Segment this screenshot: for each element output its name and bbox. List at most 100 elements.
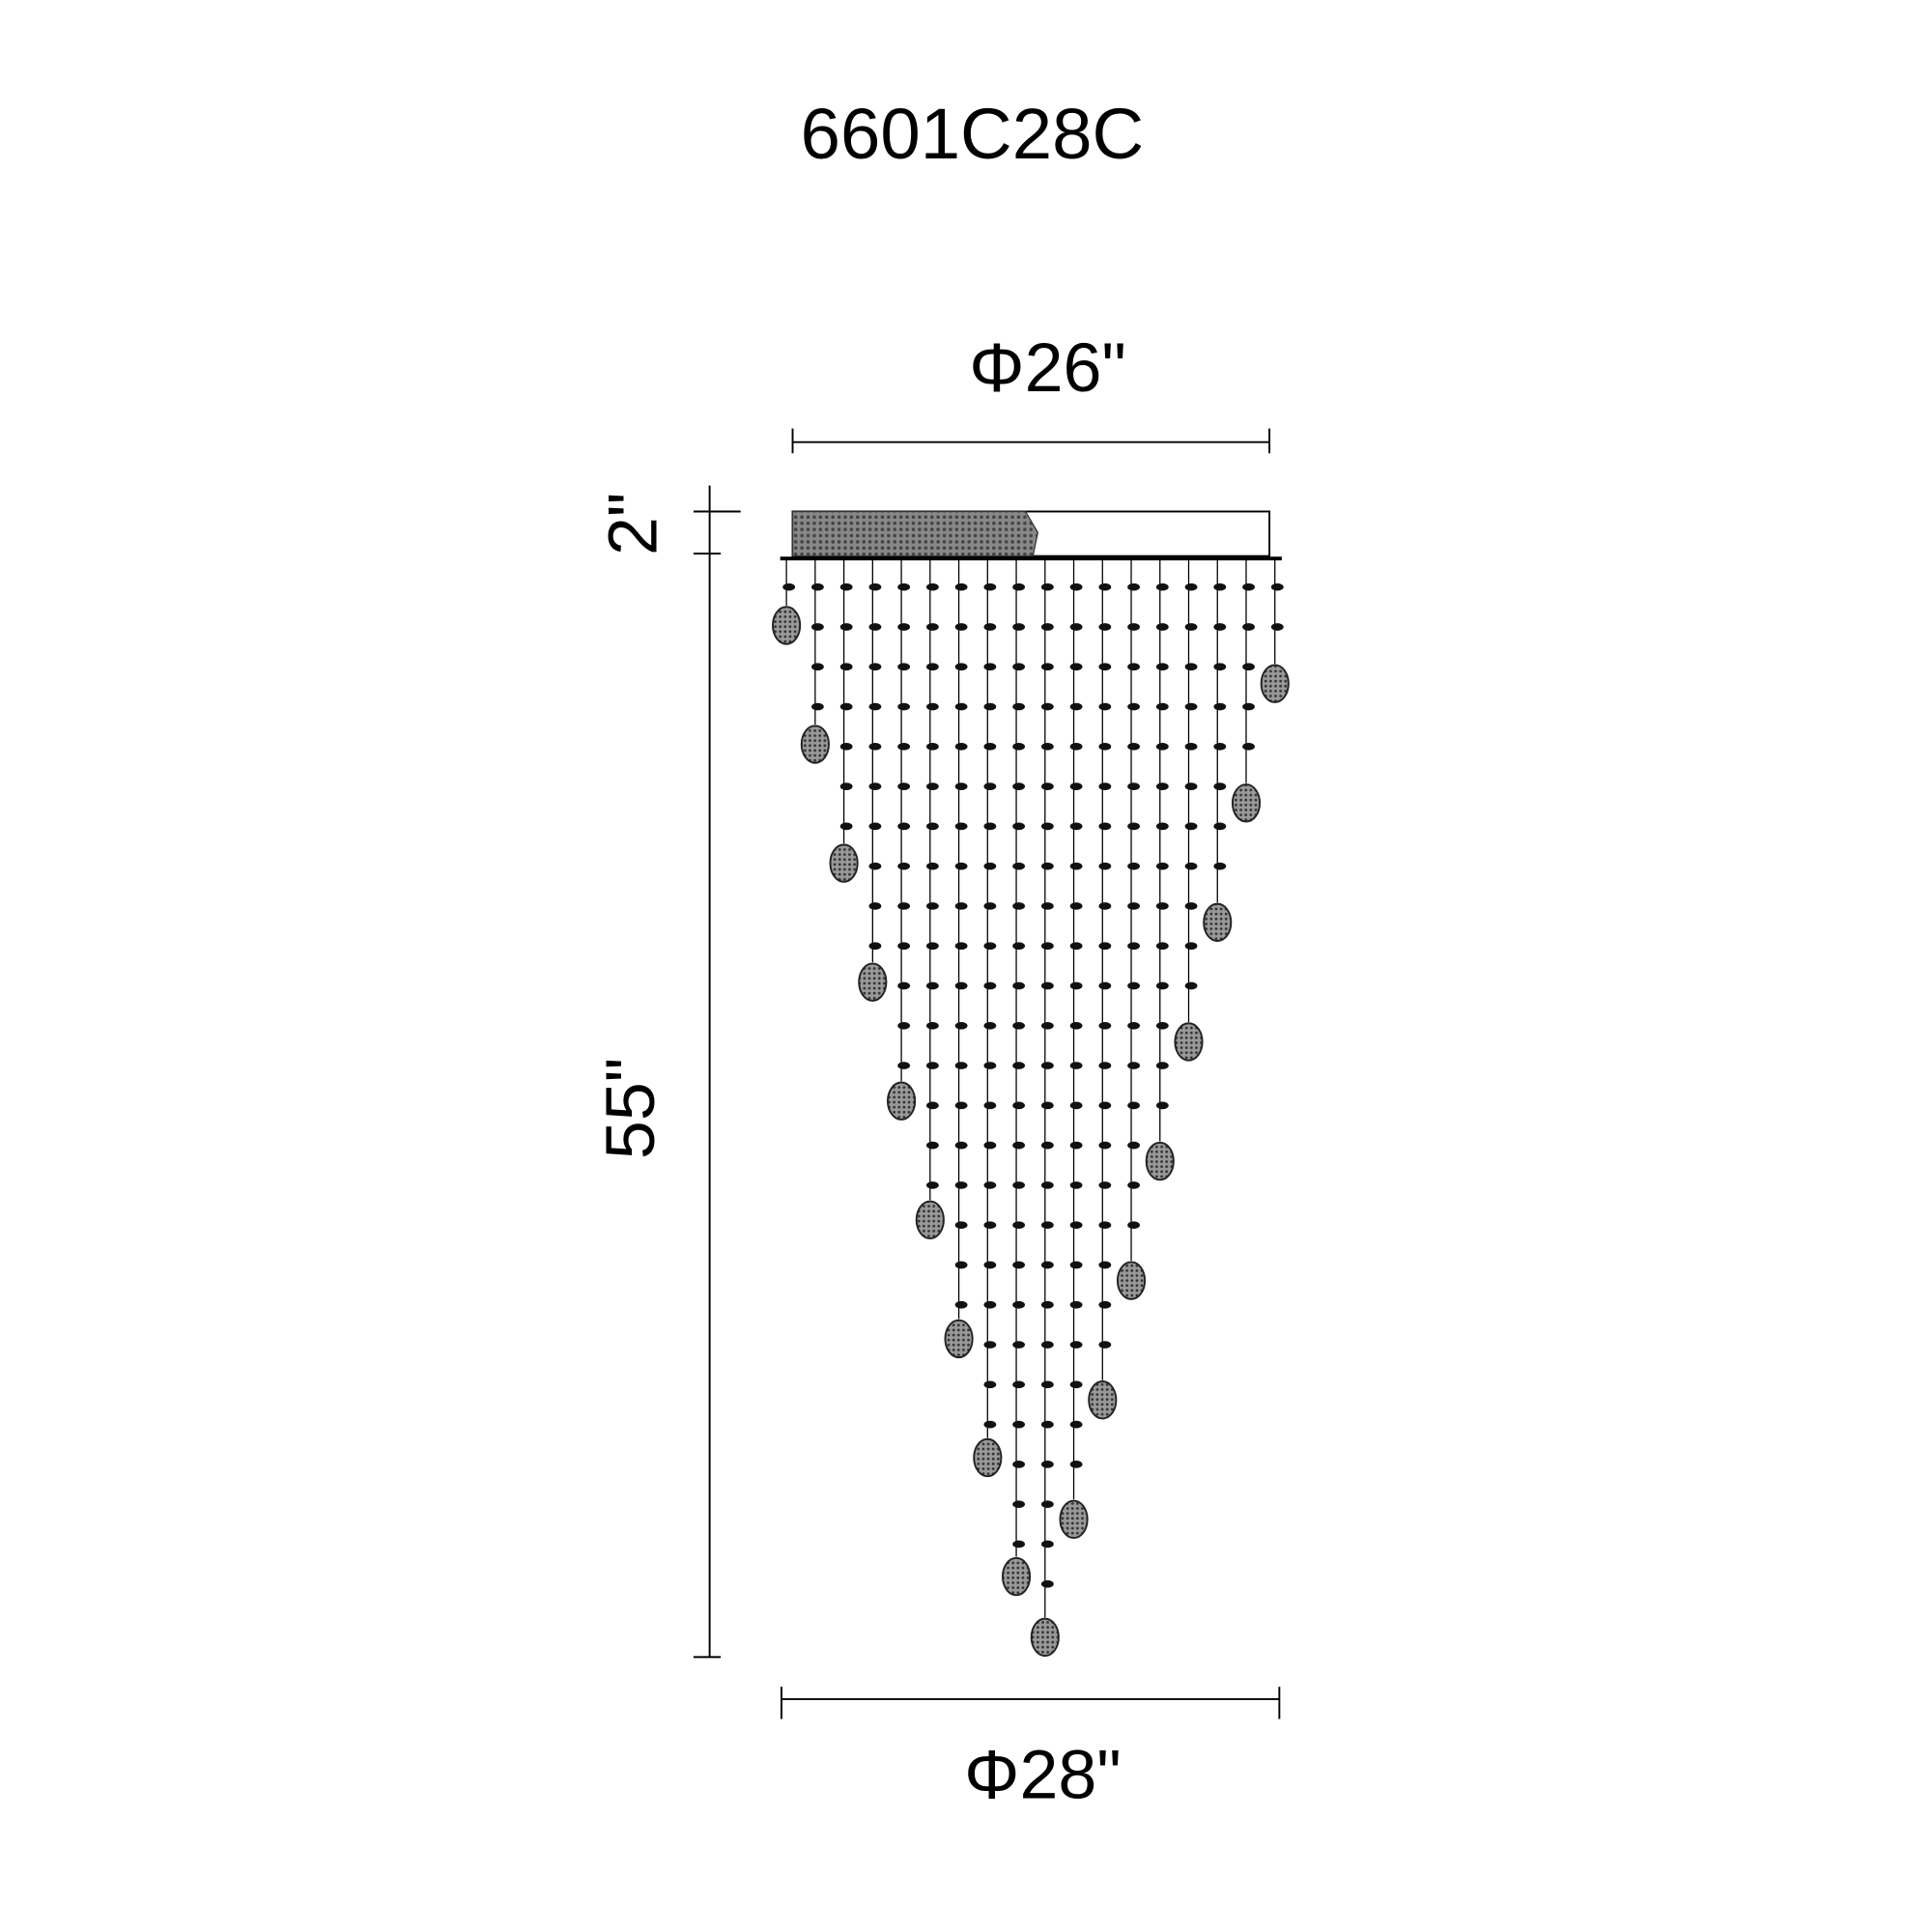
crystal-bead bbox=[1012, 1540, 1026, 1548]
crystal-bead bbox=[1069, 1101, 1083, 1110]
crystal-bead bbox=[1127, 1062, 1140, 1069]
crystal-bead bbox=[1069, 1062, 1083, 1069]
crystal-bead bbox=[1040, 1221, 1054, 1230]
crystal-bead bbox=[1012, 1380, 1026, 1389]
crystal-bead bbox=[1040, 1181, 1054, 1189]
crystal-bead bbox=[1069, 942, 1083, 951]
crystal-bead bbox=[1012, 663, 1026, 671]
crystal-bead bbox=[954, 1021, 968, 1030]
crystal-bead bbox=[1270, 582, 1284, 591]
crystal-bead bbox=[1040, 1300, 1054, 1309]
crystal-bead bbox=[1155, 1062, 1169, 1069]
crystal-pendant bbox=[1145, 1141, 1175, 1181]
crystal-bead bbox=[839, 663, 853, 671]
crystal-pendant bbox=[973, 1437, 1003, 1478]
crystal-bead bbox=[1155, 822, 1169, 831]
crystal-bead bbox=[983, 1101, 997, 1110]
crystal-bead bbox=[1213, 702, 1227, 711]
crystal-bead bbox=[1012, 1300, 1026, 1309]
crystal-bead bbox=[954, 582, 968, 591]
crystal-bead bbox=[983, 702, 997, 711]
top-dimension-line bbox=[791, 428, 1271, 454]
crystal-bead bbox=[1098, 702, 1112, 711]
crystal-bead bbox=[839, 822, 853, 831]
crystal-bead bbox=[1155, 742, 1169, 751]
crystal-bead bbox=[1040, 1261, 1054, 1269]
crystal-bead bbox=[1127, 981, 1140, 990]
crystal-bead bbox=[1184, 822, 1198, 831]
crystal-bead bbox=[811, 623, 824, 631]
crystal-bead bbox=[1069, 663, 1083, 671]
crystal-bead bbox=[1040, 782, 1054, 790]
crystal-bead bbox=[1155, 663, 1169, 671]
crystal-bead bbox=[925, 1021, 939, 1030]
crystal-bead bbox=[1069, 702, 1083, 711]
crystal-bead bbox=[1040, 1141, 1054, 1150]
crystal-pendant bbox=[1088, 1380, 1118, 1420]
crystal-bead bbox=[925, 663, 939, 671]
crystal-bead bbox=[1242, 663, 1255, 671]
crystal-bead bbox=[1012, 1420, 1026, 1429]
crystal-bead bbox=[1184, 702, 1198, 711]
crystal-bead bbox=[1155, 1101, 1169, 1110]
crystal-bead bbox=[954, 1181, 968, 1189]
crystal-bead bbox=[1213, 742, 1227, 751]
crystal-bead bbox=[1127, 623, 1140, 631]
crystal-bead bbox=[839, 742, 853, 751]
crystal-bead bbox=[1069, 1261, 1083, 1269]
crystal-bead bbox=[1184, 663, 1198, 671]
crystal-bead bbox=[1040, 1380, 1054, 1389]
crystal-bead bbox=[1127, 663, 1140, 671]
crystal-bead bbox=[925, 981, 939, 990]
crystal-bead bbox=[1213, 663, 1227, 671]
crystal-bead bbox=[983, 981, 997, 990]
crystal-bead bbox=[1184, 942, 1198, 951]
crystal-bead bbox=[1127, 1101, 1140, 1110]
crystal-bead bbox=[1012, 1101, 1026, 1110]
crystal-bead bbox=[1213, 862, 1227, 870]
crystal-bead bbox=[1012, 902, 1026, 910]
crystal-bead bbox=[925, 623, 939, 631]
crystal-bead bbox=[897, 902, 911, 910]
crystal-bead bbox=[1155, 942, 1169, 951]
crystal-bead bbox=[1127, 862, 1140, 870]
crystal-bead bbox=[1098, 1261, 1112, 1269]
crystal-pendant bbox=[1231, 783, 1262, 823]
crystal-bead bbox=[983, 1181, 997, 1189]
crystal-bead bbox=[1184, 981, 1198, 990]
crystal-bead bbox=[1069, 1221, 1083, 1230]
crystal-bead bbox=[897, 981, 911, 990]
crystal-bead bbox=[1040, 1341, 1054, 1349]
crystal-bead bbox=[782, 582, 796, 591]
body-height-label: 55" bbox=[592, 1058, 669, 1159]
crystal-bead bbox=[983, 1261, 997, 1269]
crystal-bead bbox=[983, 902, 997, 910]
crystal-bead bbox=[1069, 1300, 1083, 1309]
crystal-strands bbox=[772, 558, 1290, 1658]
crystal-pendant bbox=[944, 1319, 974, 1359]
crystal-bead bbox=[1127, 902, 1140, 910]
crystal-bead bbox=[897, 822, 911, 831]
crystal-bead bbox=[1040, 902, 1054, 910]
crystal-bead bbox=[983, 582, 997, 591]
crystal-bead bbox=[1098, 1181, 1112, 1189]
crystal-bead bbox=[954, 822, 968, 831]
crystal-bead bbox=[868, 702, 882, 711]
crystal-bead bbox=[1040, 582, 1054, 591]
crystal-bead bbox=[1069, 902, 1083, 910]
crystal-pendant bbox=[829, 843, 859, 883]
crystal-pendant bbox=[1260, 664, 1290, 703]
crystal-bead bbox=[1069, 1341, 1083, 1349]
crystal-bead bbox=[811, 582, 824, 591]
crystal-bead bbox=[1127, 942, 1140, 951]
crystal-bead bbox=[1012, 702, 1026, 711]
crystal-bead bbox=[811, 702, 824, 711]
crystal-bead bbox=[1098, 582, 1112, 591]
crystal-bead bbox=[954, 782, 968, 790]
crystal-bead bbox=[1012, 1181, 1026, 1189]
crystal-bead bbox=[1012, 822, 1026, 831]
crystal-bead bbox=[954, 742, 968, 751]
crystal-bead bbox=[1040, 981, 1054, 990]
crystal-bead bbox=[1012, 1021, 1026, 1030]
crystal-bead bbox=[1012, 782, 1026, 790]
